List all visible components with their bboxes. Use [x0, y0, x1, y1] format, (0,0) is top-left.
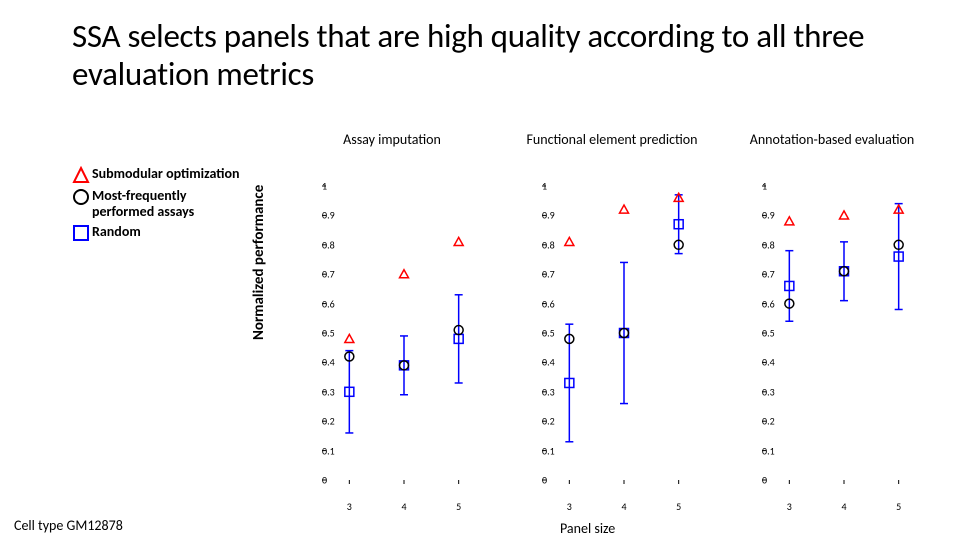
slide: SSA selects panels that are high quality… — [0, 0, 960, 540]
x-tick-label: 5 — [676, 500, 681, 513]
plot-svg — [732, 178, 932, 498]
footer-cell-type: Cell type GM12878 — [14, 517, 123, 534]
x-tick-label: 5 — [456, 500, 461, 513]
legend-label: Submodular optimization — [92, 166, 240, 182]
y-axis-label: Normalized performance — [250, 185, 268, 340]
legend-item: Most-frequently performed assays — [70, 188, 250, 220]
chart-plot: 00.10.20.30.40.50.60.70.80.91345 — [512, 178, 712, 498]
legend-item: Random — [70, 224, 250, 242]
chart-panel: Functional element prediction00.10.20.30… — [502, 132, 722, 527]
legend-label: Most-frequently performed assays — [92, 188, 250, 220]
legend: Submodular optimization Most-frequently p… — [70, 166, 250, 246]
panel-title: Functional element prediction — [502, 132, 722, 174]
legend-label: Random — [92, 224, 141, 240]
square-icon — [70, 224, 92, 242]
chart-panel: Annotation-based evaluation00.10.20.30.4… — [722, 132, 942, 527]
plot-svg — [512, 178, 712, 498]
x-tick-label: 4 — [621, 500, 626, 513]
chart-plot: 00.10.20.30.40.50.60.70.80.91345 — [732, 178, 932, 498]
panel-title: Assay imputation — [282, 132, 502, 174]
legend-item: Submodular optimization — [70, 166, 250, 184]
x-tick-label: 4 — [401, 500, 406, 513]
panel-title: Annotation-based evaluation — [722, 132, 942, 174]
x-axis-label: Panel size — [560, 520, 615, 537]
panels-row: Assay imputation00.10.20.30.40.50.60.70.… — [282, 132, 942, 527]
plot-svg — [292, 178, 492, 498]
circle-icon — [70, 188, 92, 206]
chart-panel: Assay imputation00.10.20.30.40.50.60.70.… — [282, 132, 502, 527]
x-tick-label: 3 — [347, 500, 352, 513]
x-tick-label: 5 — [896, 500, 901, 513]
x-tick-label: 3 — [567, 500, 572, 513]
triangle-icon — [70, 166, 92, 184]
slide-title: SSA selects panels that are high quality… — [72, 18, 902, 94]
x-tick-label: 4 — [841, 500, 846, 513]
x-tick-label: 3 — [787, 500, 792, 513]
chart-plot: 00.10.20.30.40.50.60.70.80.91345 — [292, 178, 492, 498]
